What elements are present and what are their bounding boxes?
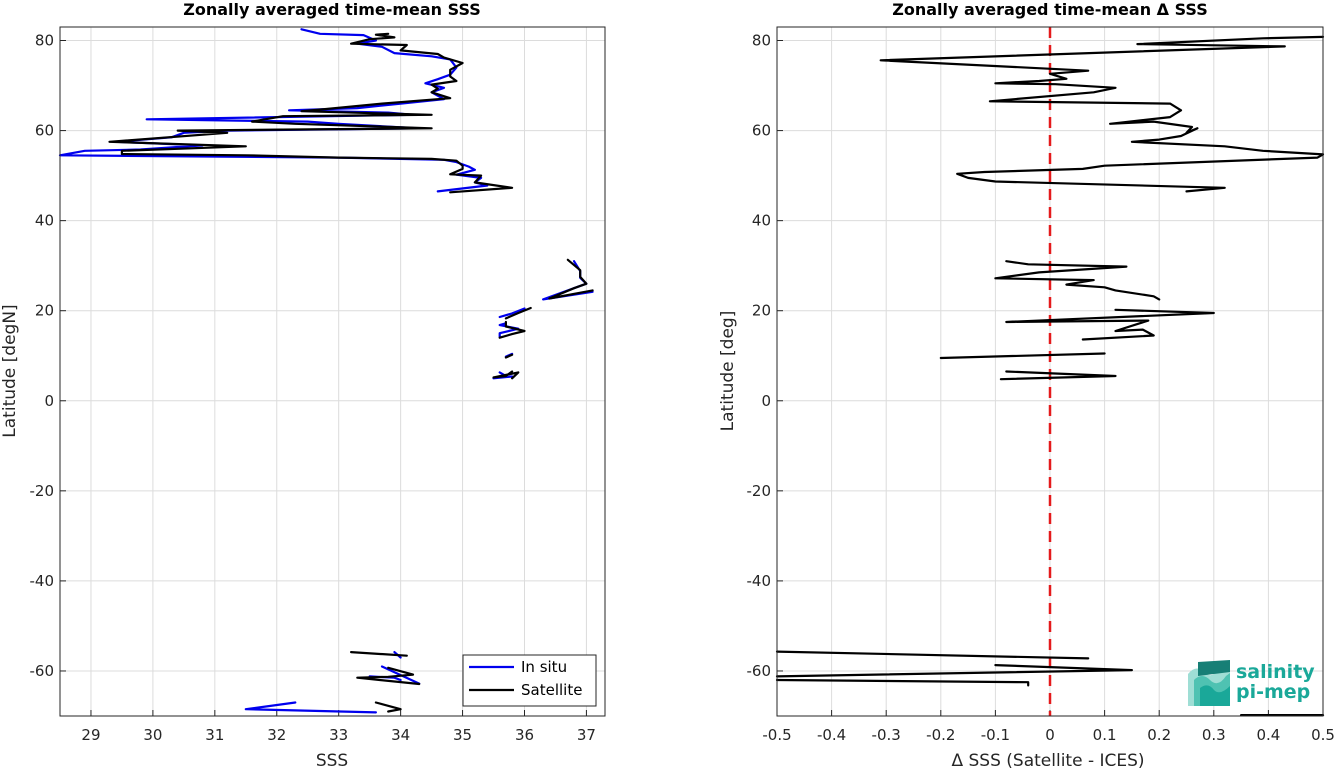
sss-y-tick-labels: -60 -40 -20 0 20 40 60 80 [30,32,55,680]
delta-sss-panel-title: Zonally averaged time-mean Δ SSS [892,0,1208,19]
delta-sss-series-group [775,35,1325,717]
delta-sss-axes-frame [776,26,1324,717]
sss-x-tick-label: 31 [205,726,224,744]
sss-y-tick-label: -20 [30,482,55,500]
legend-label-in-situ: In situ [521,658,567,676]
delta-sss-x-axis-label: Δ SSS (Satellite - ICES) [951,751,1144,769]
sss-y-tick-label: 60 [35,122,54,140]
sss-y-tick-label: -40 [30,572,55,590]
delta-sss-series-0-line [879,35,1325,193]
sss-satellite-line [374,701,402,713]
salinity-pi-mep-logo: salinity pi-mep [1188,660,1315,706]
delta-sss-y-tick-label: 40 [752,212,771,230]
sss-satellite-line [356,666,421,686]
sss-grid [60,27,605,716]
sss-y-tick-label: -60 [30,662,55,680]
delta-sss-y-tick-label: 0 [761,392,771,410]
sss-axes-frame [59,26,606,717]
delta-sss-x-tick-label: -0.5 [762,726,791,744]
delta-sss-series-0-line [999,370,1117,381]
delta-sss-x-tick-label: -0.1 [981,726,1010,744]
delta-sss-x-tick-label: -0.2 [926,726,955,744]
sss-x-tick-label: 30 [143,726,162,744]
sss-x-tick-label: 29 [81,726,100,744]
delta-sss-x-tick-labels: -0.5 -0.4 -0.3 -0.2 -0.1 0 0.1 0.2 0.3 0.4 0.5 [762,726,1335,744]
sss-in-situ-line [244,701,377,714]
sss-x-tick-label: 32 [267,726,286,744]
delta-sss-y-tick-labels: -60 -40 -20 0 20 40 60 80 [747,32,772,680]
sss-satellite-line [498,320,526,339]
sss-series-group [58,28,594,714]
sss-x-tick-label: 37 [577,726,596,744]
logo-wave-icon [1188,660,1230,706]
delta-sss-x-tick-label: 0.4 [1256,726,1280,744]
delta-sss-series-0-line [939,352,1106,360]
sss-x-tick-label: 35 [453,726,472,744]
sss-x-tick-label: 34 [391,726,410,744]
sss-y-tick-label: 40 [35,212,54,230]
delta-sss-series-0-line [1005,308,1215,341]
delta-sss-x-tick-label: 0.3 [1202,726,1226,744]
legend: In situ Satellite [462,654,597,707]
delta-sss-y-tick-label: 80 [752,32,771,50]
sss-satellite-line [504,353,514,359]
delta-sss-x-tick-label: -0.4 [817,726,846,744]
sss-y-tick-label: 80 [35,32,54,50]
logo-text-pi-mep: pi-mep [1236,681,1310,703]
delta-sss-x-tick-label: 0.2 [1147,726,1171,744]
delta-sss-series-0-line [775,678,1030,687]
delta-sss-y-axis-label: Latitude [deg] [718,311,738,432]
delta-sss-panel: Zonally averaged time-mean Δ SSS -0.5 -0.… [718,0,1335,769]
delta-sss-y-tick-label: 60 [752,122,771,140]
sss-satellite-line [108,32,514,194]
logo-text-salinity: salinity [1236,661,1315,683]
delta-sss-y-tick-label: 20 [752,302,771,320]
delta-sss-x-tick-label: 0 [1045,726,1055,744]
sss-satellite-line [548,258,594,300]
delta-sss-y-tick-label: -60 [747,662,772,680]
sss-x-axis-label: SSS [316,751,348,769]
sss-y-tick-label: 20 [35,302,54,320]
sss-x-tick-labels: 29 30 31 32 33 34 35 36 37 [81,726,596,744]
sss-panel: Zonally averaged time-mean SSS 29 30 31 32 3… [0,0,606,769]
sss-in-situ-line [541,260,594,301]
delta-sss-series-0-line [775,663,1134,678]
delta-sss-y-tick-label: -20 [747,482,772,500]
sss-x-tick-label: 36 [515,726,534,744]
delta-sss-x-tick-label: -0.3 [872,726,901,744]
sss-panel-title: Zonally averaged time-mean SSS [183,0,481,19]
sss-in-situ-line [498,307,526,319]
sss-satellite-line [492,370,520,380]
delta-sss-x-tick-label: 0.1 [1093,726,1117,744]
sss-y-axis-label: Latitude [degN] [0,304,20,437]
delta-sss-series-0-line [994,260,1161,301]
sss-y-tick-label: 0 [44,392,54,410]
sss-satellite-line [350,650,408,657]
sss-x-tick-label: 33 [329,726,348,744]
legend-label-satellite: Satellite [521,681,582,699]
sss-satellite-line [504,306,532,320]
legend-box [462,654,597,707]
delta-sss-x-tick-label: 0.5 [1311,726,1335,744]
delta-sss-y-tick-label: -40 [747,572,772,590]
delta-sss-series-0-line [775,650,1090,660]
